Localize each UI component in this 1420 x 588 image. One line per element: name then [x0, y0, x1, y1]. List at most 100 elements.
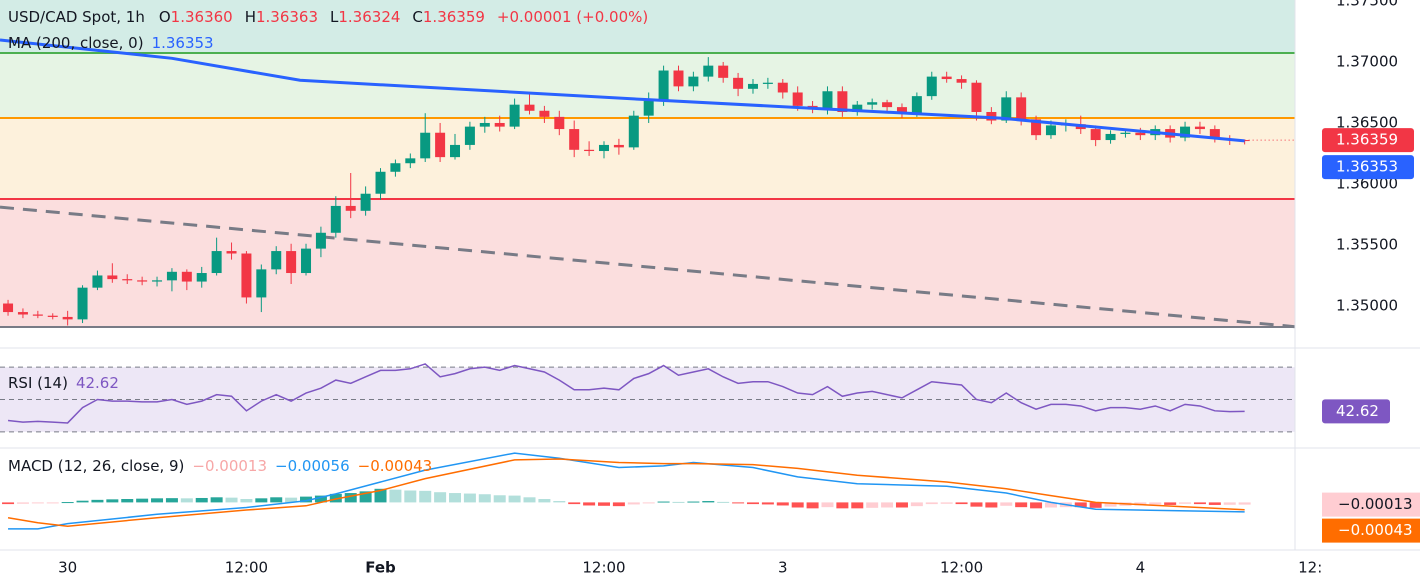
candle-body [330, 205, 341, 233]
ma-badge-label: 1.36353 [1336, 158, 1398, 176]
candle-body [926, 76, 937, 97]
candle-body [315, 232, 326, 249]
histogram-bar [1074, 502, 1087, 508]
candle-body [524, 104, 535, 111]
candle-body [166, 271, 177, 281]
candle-body [539, 110, 550, 117]
histogram-bar [404, 490, 417, 503]
histogram-bar [449, 493, 462, 503]
candle-body [420, 132, 431, 159]
candle-body [1194, 126, 1205, 130]
histogram-bar [866, 502, 879, 508]
histogram-badge [1322, 492, 1420, 517]
macd-value: −0.00013 [192, 457, 268, 475]
candle-body [137, 280, 148, 282]
candle-body [1120, 132, 1131, 134]
histogram-bar [434, 492, 447, 503]
candle-body [956, 79, 967, 83]
candle-body [733, 77, 744, 89]
candle-body [688, 76, 699, 87]
candle-body [92, 275, 103, 288]
candle-body [152, 280, 163, 282]
candle-body [256, 269, 267, 298]
x-tick-label: 12:00 [582, 559, 625, 577]
histogram-bar [746, 502, 759, 505]
candle-body [628, 115, 639, 148]
ohlc-key: C [412, 8, 423, 26]
candle-body [450, 144, 461, 158]
x-tick-label: 30 [58, 559, 77, 577]
candle-body [852, 104, 863, 112]
candle-body [822, 91, 833, 110]
candle-body [479, 122, 490, 127]
candle-body [286, 251, 297, 274]
candle-body [747, 83, 758, 89]
candle-body [598, 144, 609, 152]
histogram-badge-label: −0.00013 [1338, 495, 1413, 513]
histogram-bar [270, 497, 283, 503]
histogram-bar [568, 502, 581, 505]
candle-body [703, 65, 714, 77]
candle-body [911, 96, 922, 114]
x-tick-label: 12:00 [225, 559, 268, 577]
histogram-bar [732, 502, 745, 504]
trend-line [0, 205, 1296, 329]
signal-badge [1322, 518, 1420, 543]
candle-body [1031, 119, 1042, 136]
histogram-bar [1089, 502, 1102, 508]
histogram-bar [419, 490, 432, 503]
ohlc-value: 1.36360 [170, 8, 233, 26]
candle-body [1090, 129, 1101, 141]
histogram-bar [389, 489, 402, 503]
candle-body [32, 314, 43, 316]
ma-name: MA (200, close, 0) [8, 34, 144, 52]
histogram-bar [374, 488, 387, 503]
x-tick-label: Feb [365, 559, 396, 577]
macd-value: −0.00043 [357, 457, 433, 475]
histogram-bar [761, 502, 774, 505]
candle-body [196, 273, 207, 282]
candle-body [494, 122, 505, 127]
macd-line [8, 452, 1245, 530]
histogram-bar [895, 502, 908, 508]
symbol-legend: USD/CAD Spot, 1h O1.36360 H1.36363 L1.36324… [8, 8, 654, 26]
signal-line [7, 458, 1245, 527]
histogram-bar [1193, 502, 1206, 505]
candle-body [792, 92, 803, 106]
candle-body [1016, 97, 1027, 120]
histogram-bar [508, 495, 521, 503]
histogram-bar [2, 502, 15, 505]
histogram-bar [300, 496, 313, 503]
ohlc-key: O [158, 8, 171, 26]
ohlc-value: 1.36363 [255, 8, 319, 26]
candle-body [867, 102, 878, 105]
x-tick-label: 4 [1136, 559, 1146, 577]
candle-body [1135, 132, 1146, 136]
candle-body [47, 315, 58, 317]
histogram-bar [642, 502, 655, 504]
histogram-bar [1015, 502, 1028, 508]
ma-badge [1322, 155, 1414, 180]
histogram-bar [1149, 502, 1162, 505]
candle-body [941, 76, 952, 80]
macd-title: MACD (12, 26, close, 9) [8, 457, 185, 475]
candle-body [241, 253, 252, 298]
rsi-title: RSI (14) [8, 374, 68, 392]
candle-body [1180, 126, 1191, 138]
histogram-bar [657, 501, 670, 503]
candle-body [1045, 125, 1056, 136]
x-tick-label: 12:00 [940, 559, 983, 577]
price-badge [1322, 128, 1414, 153]
histogram-bar [523, 497, 536, 503]
candle-body [882, 102, 893, 108]
histogram-bar [881, 502, 894, 508]
histogram-bar [597, 502, 610, 506]
candle-body [435, 132, 446, 158]
histogram-bar [31, 502, 44, 504]
histogram-bar [1044, 502, 1057, 508]
candle-body [613, 144, 624, 148]
candle-body [226, 251, 237, 254]
candle-body [762, 82, 773, 84]
histogram-bar [106, 499, 119, 503]
